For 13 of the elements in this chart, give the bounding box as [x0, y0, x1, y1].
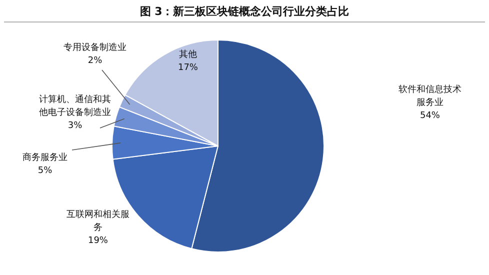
data-label: 3%	[68, 121, 83, 131]
chart-title: 图 3：新三板区块链概念公司行业分类占比	[140, 5, 350, 18]
slice-label: 计算机、通信和其他电子设备制造业	[39, 94, 111, 118]
data-label: 19%	[88, 236, 108, 246]
data-label: 2%	[88, 56, 103, 66]
slice-label: 软件和信息技术服务业	[398, 84, 462, 108]
slice-label: 互联网和相关服务	[66, 209, 130, 233]
slice-label: 其他	[179, 49, 197, 60]
data-label: 17%	[178, 63, 198, 73]
slice-label: 专用设备制造业	[64, 42, 126, 53]
data-label: 54%	[420, 111, 440, 121]
data-label: 5%	[38, 166, 53, 176]
slice-label: 商务服务业	[22, 152, 68, 163]
